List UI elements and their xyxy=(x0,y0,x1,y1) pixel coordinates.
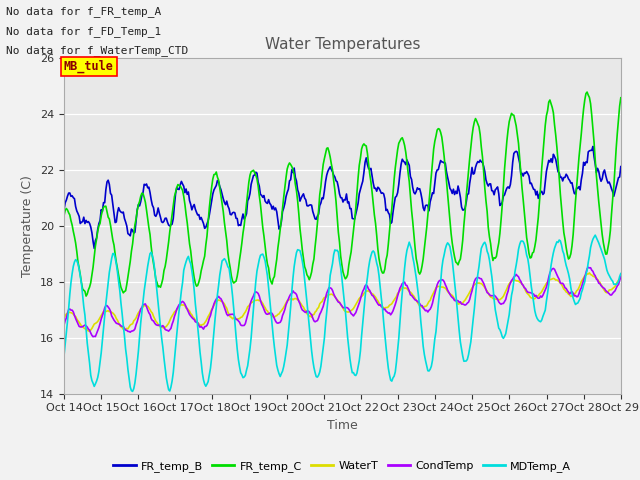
Text: MB_tule: MB_tule xyxy=(64,60,114,73)
Line: WaterT: WaterT xyxy=(64,273,621,331)
FR_temp_B xyxy=(60,207,68,213)
FR_temp_B xyxy=(296,198,304,204)
FR_temp_C xyxy=(234,266,242,272)
WaterT xyxy=(586,270,593,276)
Y-axis label: Temperature (C): Temperature (C) xyxy=(22,175,35,276)
FR_temp_C xyxy=(296,226,304,231)
FR_temp_B xyxy=(589,144,596,149)
MDTemp_A xyxy=(373,260,381,266)
CondTemp xyxy=(399,280,407,286)
CondTemp xyxy=(584,264,592,270)
FR_temp_B xyxy=(90,245,98,251)
MDTemp_A xyxy=(60,353,68,359)
WaterT xyxy=(567,294,575,300)
FR_temp_C xyxy=(470,119,478,125)
MDTemp_A xyxy=(470,306,478,312)
FR_temp_C xyxy=(373,232,381,238)
FR_temp_B xyxy=(234,223,242,228)
WaterT xyxy=(296,300,304,305)
CondTemp xyxy=(617,274,625,279)
CondTemp xyxy=(567,289,575,295)
FR_temp_C xyxy=(617,95,625,101)
MDTemp_A xyxy=(567,285,575,290)
FR_temp_C xyxy=(60,213,68,219)
Title: Water Temperatures: Water Temperatures xyxy=(265,37,420,52)
FR_temp_B xyxy=(567,180,575,186)
Legend: FR_temp_B, FR_temp_C, WaterT, CondTemp, MDTemp_A: FR_temp_B, FR_temp_C, WaterT, CondTemp, … xyxy=(109,456,576,476)
Line: CondTemp: CondTemp xyxy=(64,267,621,336)
WaterT xyxy=(373,297,381,302)
Line: FR_temp_B: FR_temp_B xyxy=(64,146,621,248)
CondTemp xyxy=(296,301,304,307)
CondTemp xyxy=(234,318,242,324)
MDTemp_A xyxy=(129,388,136,394)
WaterT xyxy=(399,285,407,290)
FR_temp_B xyxy=(617,164,625,169)
X-axis label: Time: Time xyxy=(327,419,358,432)
WaterT xyxy=(60,315,68,321)
WaterT xyxy=(86,328,93,334)
Text: No data for f_WaterTemp_CTD: No data for f_WaterTemp_CTD xyxy=(6,45,189,56)
CondTemp xyxy=(60,323,68,328)
CondTemp xyxy=(470,279,478,285)
FR_temp_C xyxy=(399,138,407,144)
FR_temp_C xyxy=(567,251,575,257)
MDTemp_A xyxy=(296,248,304,253)
WaterT xyxy=(617,275,625,281)
Text: No data for f_FD_Temp_1: No data for f_FD_Temp_1 xyxy=(6,25,162,36)
FR_temp_B xyxy=(399,158,407,164)
FR_temp_B xyxy=(373,188,381,194)
CondTemp xyxy=(373,299,381,305)
FR_temp_C xyxy=(83,293,90,299)
FR_temp_C xyxy=(583,89,591,95)
MDTemp_A xyxy=(399,278,407,284)
FR_temp_B xyxy=(470,170,478,176)
MDTemp_A xyxy=(591,232,599,238)
WaterT xyxy=(234,316,242,322)
WaterT xyxy=(470,282,478,288)
MDTemp_A xyxy=(617,271,625,276)
Line: FR_temp_C: FR_temp_C xyxy=(64,92,621,296)
MDTemp_A xyxy=(234,357,242,362)
CondTemp xyxy=(89,334,97,339)
Line: MDTemp_A: MDTemp_A xyxy=(64,235,621,391)
Text: No data for f_FR_temp_A: No data for f_FR_temp_A xyxy=(6,6,162,17)
